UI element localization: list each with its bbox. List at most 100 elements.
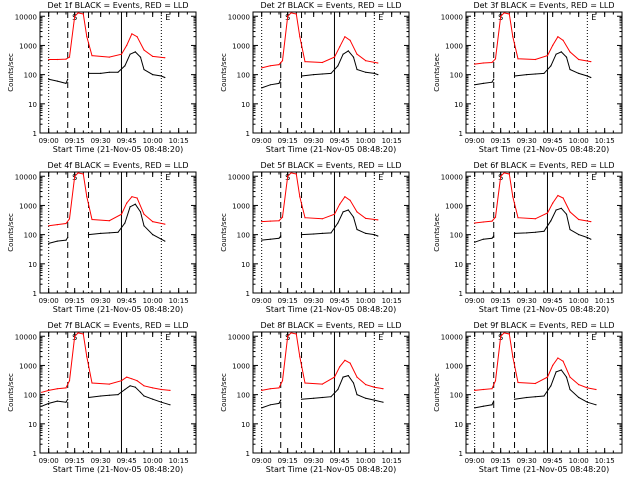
panel-title: Det 9f BLACK = Events, RED = LLD bbox=[473, 321, 614, 330]
data-point bbox=[108, 394, 110, 396]
y-tick-label: 10 bbox=[28, 421, 37, 429]
data-point bbox=[494, 380, 497, 382]
data-point bbox=[534, 382, 536, 385]
y-tick-label: 10 bbox=[241, 261, 250, 269]
panel-4: Det 4f BLACK = Events, RED = LLD 1 10 100 10… bbox=[7, 161, 197, 314]
x-axis-label: Start Time (21-Nov-05 08:48:20) bbox=[266, 465, 396, 474]
x-tick-label: 09:15 bbox=[278, 137, 298, 145]
y-tick-label: 10000 bbox=[441, 333, 463, 341]
data-point bbox=[139, 391, 142, 393]
y-tick-label: 1 bbox=[246, 290, 250, 298]
y-tick-label: 1000 bbox=[19, 42, 37, 50]
plot-frame bbox=[465, 171, 623, 294]
data-point bbox=[365, 217, 367, 219]
events-series bbox=[41, 385, 171, 407]
data-point bbox=[261, 239, 263, 241]
x-tick-label: 10:00 bbox=[143, 137, 163, 145]
data-point bbox=[65, 387, 67, 389]
data-point bbox=[304, 61, 306, 63]
end-marker: E bbox=[591, 173, 596, 182]
data-point bbox=[321, 232, 323, 234]
data-point bbox=[117, 231, 119, 233]
data-point bbox=[100, 72, 102, 74]
data-point bbox=[382, 388, 384, 390]
y-tick-label: 100 bbox=[450, 392, 463, 400]
data-point bbox=[278, 220, 280, 222]
series-line bbox=[48, 172, 165, 227]
data-point bbox=[278, 64, 280, 66]
x-tick-label: 09:15 bbox=[491, 297, 511, 305]
x-tick-label: 09:30 bbox=[517, 137, 537, 145]
data-point bbox=[491, 61, 493, 64]
data-point bbox=[143, 395, 145, 397]
data-point bbox=[546, 376, 549, 378]
x-tick-label: 09:30 bbox=[517, 457, 537, 465]
data-point bbox=[494, 58, 497, 60]
data-point bbox=[295, 173, 297, 175]
y-tick-label: 1000 bbox=[19, 202, 37, 210]
data-point bbox=[565, 213, 568, 215]
data-point bbox=[120, 213, 123, 215]
y-axis-label: Counts/sec bbox=[433, 213, 441, 252]
end-marker: E bbox=[378, 173, 383, 182]
data-point bbox=[494, 216, 497, 218]
x-tick-label: 09:15 bbox=[65, 297, 85, 305]
data-point bbox=[347, 50, 349, 52]
panel-title: Det 6f BLACK = Events, RED = LLD bbox=[473, 161, 614, 170]
data-point bbox=[337, 222, 339, 224]
x-tick-label: 09:00 bbox=[465, 297, 485, 305]
data-point bbox=[560, 51, 562, 53]
y-tick-label: 1000 bbox=[445, 362, 463, 370]
events-series bbox=[474, 51, 592, 86]
data-point bbox=[86, 36, 88, 38]
data-point bbox=[349, 199, 351, 201]
data-point bbox=[87, 234, 90, 236]
data-point bbox=[356, 211, 358, 213]
plot-frame bbox=[465, 11, 623, 134]
data-point bbox=[482, 221, 484, 223]
data-point bbox=[569, 51, 571, 53]
x-tick-label: 09:45 bbox=[117, 457, 137, 465]
data-point bbox=[474, 63, 476, 65]
data-point bbox=[590, 61, 592, 63]
data-point bbox=[517, 381, 519, 384]
data-point bbox=[321, 396, 323, 399]
x-axis-label: Start Time (21-Nov-05 08:48:20) bbox=[266, 145, 396, 154]
y-tick-label: 100 bbox=[450, 232, 463, 240]
x-tick-label: 10:15 bbox=[595, 297, 615, 305]
data-point bbox=[590, 76, 592, 79]
x-tick-label: 09:30 bbox=[517, 297, 537, 305]
series-line bbox=[261, 332, 384, 391]
x-tick-label: 09:00 bbox=[252, 457, 272, 465]
data-point bbox=[512, 196, 514, 198]
end-marker: E bbox=[165, 13, 170, 22]
end-marker: E bbox=[591, 333, 596, 342]
events-series bbox=[474, 369, 597, 409]
series-line bbox=[41, 332, 171, 393]
data-point bbox=[124, 222, 126, 224]
lld-series bbox=[261, 172, 379, 223]
lld-series bbox=[41, 332, 171, 393]
data-point bbox=[287, 15, 289, 17]
x-tick-label: 10:15 bbox=[169, 137, 189, 145]
data-point bbox=[281, 380, 284, 382]
data-point bbox=[136, 197, 138, 199]
data-point bbox=[377, 219, 379, 221]
data-point bbox=[377, 62, 379, 64]
data-point bbox=[560, 207, 562, 209]
panel-title: Det 3f BLACK = Events, RED = LLD bbox=[473, 1, 614, 10]
x-tick-label: 09:30 bbox=[304, 457, 324, 465]
x-tick-label: 09:00 bbox=[39, 457, 59, 465]
x-tick-label: 10:00 bbox=[356, 457, 376, 465]
data-point bbox=[261, 67, 263, 69]
data-point bbox=[560, 369, 562, 371]
data-point bbox=[65, 401, 67, 403]
x-tick-label: 09:15 bbox=[65, 457, 85, 465]
data-point bbox=[152, 221, 154, 223]
y-tick-label: 100 bbox=[24, 72, 37, 80]
data-point bbox=[304, 217, 306, 219]
data-point bbox=[590, 221, 592, 223]
data-point bbox=[126, 44, 128, 47]
data-point bbox=[512, 36, 514, 38]
data-point bbox=[280, 235, 282, 237]
